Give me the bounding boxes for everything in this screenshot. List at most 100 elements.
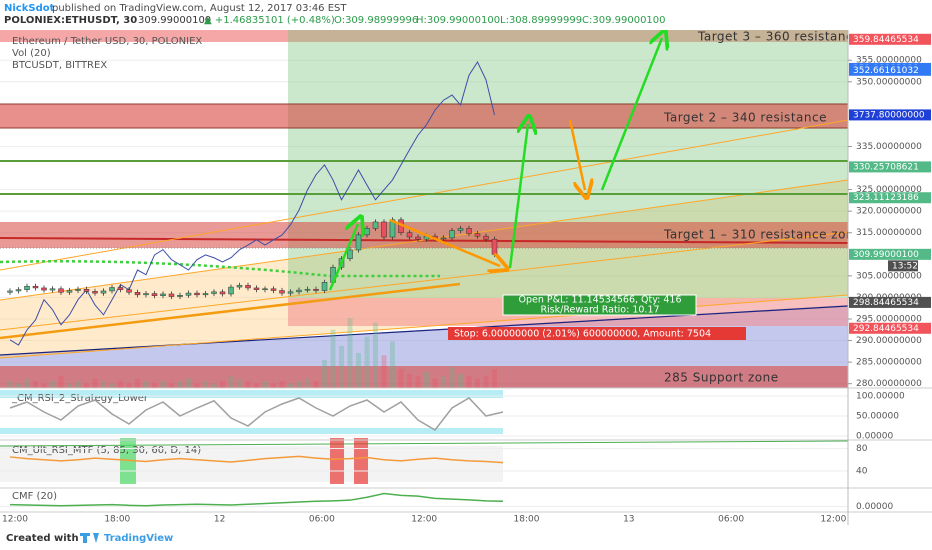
volume-bar	[466, 376, 472, 388]
target1-label: Target 1 – 310 resistance zone	[663, 228, 862, 242]
candle-body	[41, 287, 47, 291]
volume-bar	[169, 383, 174, 388]
symbol: POLONIEX:ETHUSDT, 30	[4, 15, 137, 26]
volume-bar	[458, 374, 463, 388]
volume-bar	[160, 381, 166, 388]
y-tick-label: 305.00000000	[856, 271, 922, 281]
price-label: 352.66161032	[853, 66, 919, 76]
candle-body	[58, 288, 64, 293]
candle-body	[466, 228, 472, 234]
volume-bar	[194, 383, 200, 388]
volume-bar	[24, 378, 30, 388]
volume-bar	[211, 383, 217, 388]
target2-label: Target 2 – 340 resistance	[663, 111, 827, 125]
profit-zone	[288, 30, 848, 298]
candle-body	[117, 287, 124, 290]
candle-body	[449, 230, 455, 239]
volume-bar	[432, 378, 438, 388]
y-tick-label: 280.00000000	[856, 379, 922, 389]
volume-bar	[347, 318, 353, 388]
candle-body	[83, 288, 90, 292]
x-tick-label: 12:00	[411, 515, 437, 525]
volume-bar	[483, 376, 489, 388]
candle-body	[270, 288, 277, 291]
x-tick-label: 12	[214, 515, 225, 525]
arrow	[328, 224, 358, 291]
pane-tick-label: 100.00000	[856, 392, 905, 402]
rsi-band	[0, 428, 503, 434]
x-tick-label: 18:00	[514, 515, 540, 525]
volume-bar	[237, 378, 242, 388]
candle-body	[202, 293, 209, 296]
mtf-title: CM_Ult_RSI_MTF (5, 85, 30, 60, D, 14)	[12, 445, 201, 456]
candle-body	[185, 292, 192, 296]
volume-bar	[135, 378, 140, 388]
y-tick-label: 355.00000000	[856, 56, 922, 66]
volume-bar	[415, 376, 421, 388]
target3-zone	[0, 30, 848, 42]
candle-body	[100, 290, 107, 294]
candle-body	[304, 288, 311, 291]
candle-body	[66, 290, 73, 293]
candle-body	[194, 292, 200, 296]
y-tick-label: 315.00000000	[856, 228, 922, 238]
x-tick-label: 06:00	[309, 515, 335, 525]
countdown-bg	[888, 260, 918, 272]
price-label: 330.25708621	[853, 162, 919, 172]
candle-body	[15, 289, 22, 292]
logo	[80, 533, 99, 543]
price-label-bg	[849, 192, 931, 204]
y-tick-label: 295.00000000	[856, 314, 922, 324]
volume-bar	[245, 381, 251, 388]
candle-body	[406, 232, 413, 238]
ohlc-close: C:309.99000100	[582, 15, 666, 26]
candle-body	[415, 236, 421, 240]
candle-body	[372, 221, 379, 229]
support-label: 285 Support zone	[664, 371, 779, 385]
candle-body	[32, 285, 39, 289]
candle-body	[49, 288, 56, 291]
indicator-line	[9, 492, 504, 507]
candle-body	[253, 287, 260, 290]
footer	[0, 526, 932, 550]
arrow	[389, 218, 500, 266]
volume-bar	[364, 336, 370, 388]
price-label-bg	[849, 161, 931, 173]
trend-line	[0, 305, 848, 356]
volume-bar	[67, 383, 72, 388]
rr-text: Risk/Reward Ratio: 10.17	[540, 305, 659, 316]
volume-bar	[424, 371, 429, 388]
countdown: 13:52	[892, 261, 918, 271]
price-label-bg	[849, 248, 931, 260]
candle-body	[279, 290, 285, 294]
candle-body	[219, 291, 226, 295]
price-label: 323.11123186	[853, 193, 919, 203]
price-label-bg	[849, 322, 931, 334]
sub-panes: _CM_RSI_2_Strategy_Lower CM_Ult_RSI_MTF …	[0, 387, 932, 513]
volume-bar	[186, 378, 191, 388]
mtf-band	[0, 446, 503, 482]
rsi-band	[0, 390, 503, 398]
candle-body	[262, 288, 268, 291]
volume-bar	[143, 381, 149, 388]
y-tick-label: 325.00000000	[856, 185, 922, 195]
channel-line	[0, 294, 848, 359]
volume-bar	[228, 376, 234, 388]
ohlc-open: O:309.98999996	[334, 15, 418, 26]
volume-bar	[33, 381, 38, 388]
volume-bar	[441, 376, 446, 388]
candle-body	[151, 293, 158, 296]
volume-bar	[305, 378, 310, 388]
candle-body	[134, 291, 141, 296]
ohlc-low: L:308.89999999	[500, 15, 582, 26]
volume-bar	[398, 369, 404, 388]
volume-bar	[109, 383, 115, 388]
orange-trend	[0, 282, 461, 340]
pnl-box	[502, 294, 697, 316]
candle-body	[313, 288, 319, 291]
candle-body	[355, 234, 362, 251]
candle-body	[491, 238, 498, 255]
candle-body	[143, 293, 149, 296]
volume-bar	[407, 374, 412, 388]
